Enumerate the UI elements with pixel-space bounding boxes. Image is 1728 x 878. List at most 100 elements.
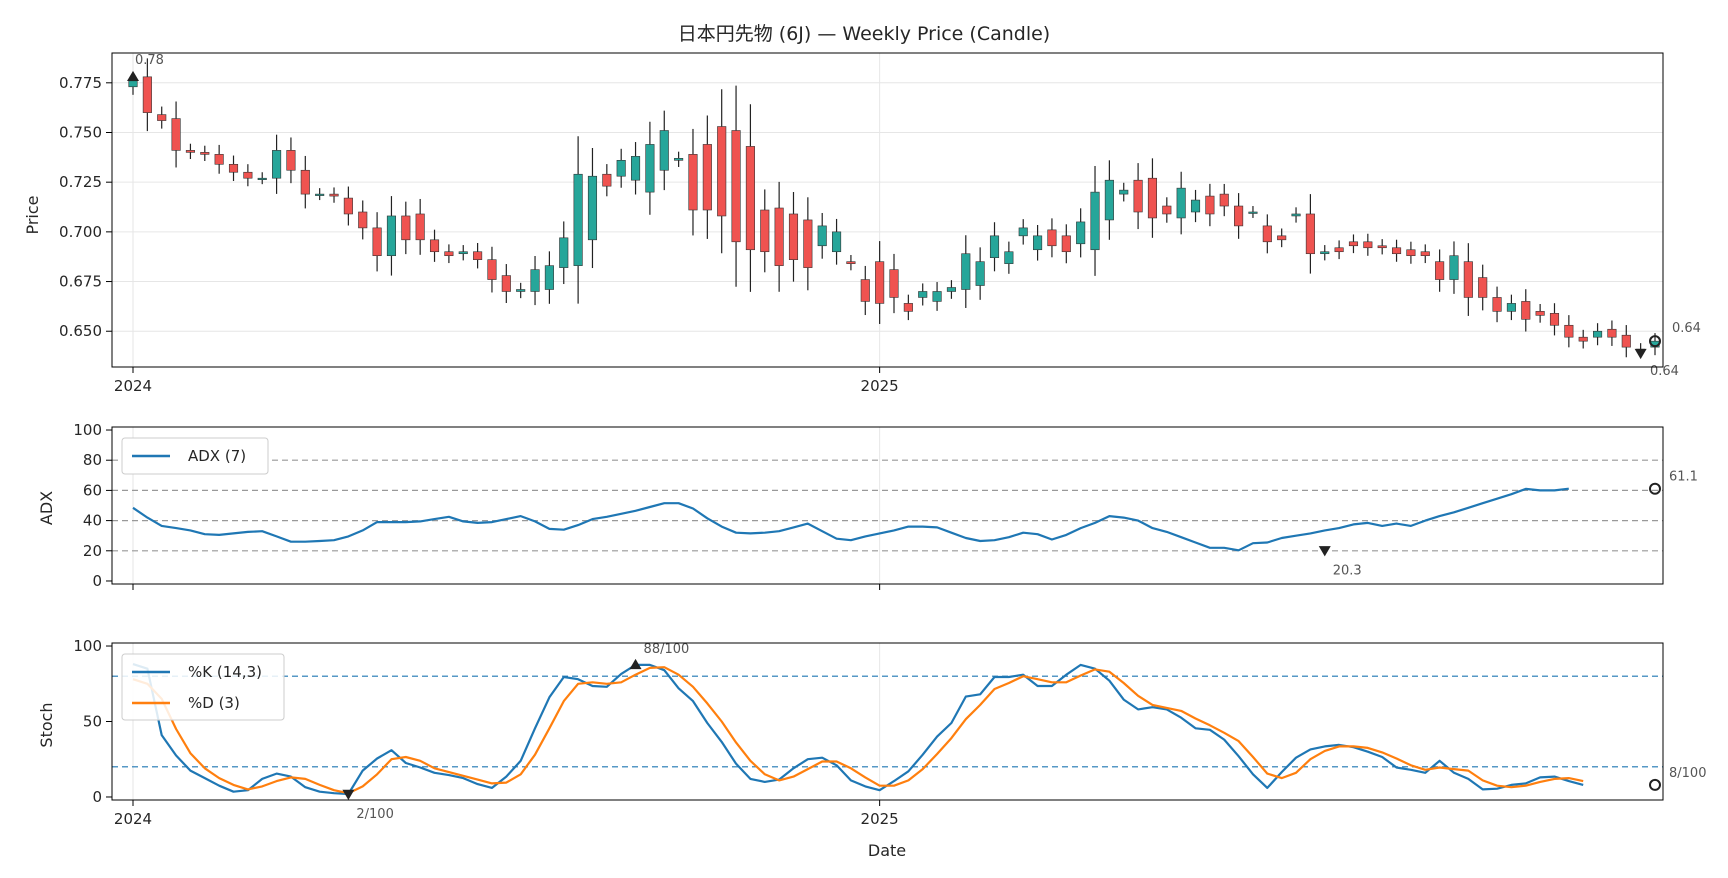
candle — [587, 147, 598, 269]
candle-body — [1478, 277, 1488, 298]
candle-body — [559, 237, 569, 268]
min-marker — [342, 789, 355, 800]
y-tick-label: 0.750 — [59, 123, 102, 141]
y-tick-label: 0 — [92, 572, 102, 590]
price-annotations: 0.78 0.64 0.64 — [127, 53, 1701, 379]
candle-body — [702, 144, 712, 211]
candle-body — [803, 219, 813, 268]
candle-body — [1047, 229, 1057, 247]
candle-body — [1348, 241, 1359, 247]
candle-body — [1004, 251, 1014, 264]
price-low-marker — [1634, 348, 1647, 360]
candle — [171, 101, 181, 168]
candle — [487, 246, 497, 293]
candle-body — [329, 193, 339, 197]
candle-body — [1549, 313, 1560, 326]
adx-y-label: ADX — [37, 491, 56, 525]
candle-body — [630, 156, 641, 181]
candle-body — [1593, 330, 1603, 338]
candle — [860, 265, 870, 316]
adx-panel: 0 20 40 60 80 100 20.3 61.1 ADX (7) ADX — [37, 421, 1698, 590]
candle — [731, 85, 741, 287]
series-line — [132, 487, 1569, 552]
x-axis-label: Date — [868, 841, 906, 860]
candle-body — [1205, 195, 1215, 215]
candle — [745, 104, 755, 292]
candle-body — [573, 173, 583, 266]
stoch-lines — [132, 663, 1584, 796]
candle — [1176, 171, 1186, 235]
y-tick-label: 80 — [83, 451, 102, 469]
candle — [788, 192, 799, 282]
y-tick-label: 0.675 — [59, 273, 102, 291]
candle — [1435, 249, 1445, 292]
candle-body — [1506, 303, 1516, 312]
candle-body — [300, 169, 310, 195]
candle-body — [501, 275, 511, 292]
candle-body — [860, 279, 870, 302]
candle-body — [1277, 235, 1287, 241]
candle — [1076, 208, 1086, 258]
chart-title: 日本円先物 (6J) — Weekly Price (Candle) — [678, 23, 1050, 45]
candle-body — [587, 175, 598, 241]
candle-body — [214, 154, 224, 165]
adx-frame — [111, 426, 1664, 585]
candle — [200, 145, 210, 162]
candle — [1363, 233, 1373, 256]
candle — [889, 253, 899, 314]
candle — [616, 148, 626, 188]
candle — [1320, 245, 1330, 261]
candle — [1406, 241, 1416, 264]
candle-body — [788, 213, 799, 260]
candle — [1277, 228, 1287, 248]
candle-body — [1391, 247, 1402, 255]
adx-lines — [132, 487, 1569, 552]
candle — [1090, 165, 1100, 276]
stoch-legend-d-label: %D (3) — [188, 694, 240, 712]
candle — [1348, 234, 1359, 254]
candle-body — [401, 215, 411, 241]
y-tick-label: 60 — [83, 481, 102, 499]
price-low-label: 0.64 — [1650, 364, 1679, 379]
candle — [1478, 264, 1488, 311]
candle — [674, 151, 684, 167]
candle — [1391, 239, 1402, 262]
price-frame — [111, 52, 1664, 368]
last-marker — [1649, 778, 1661, 791]
candle-body — [903, 303, 913, 312]
candle — [702, 115, 712, 239]
candle-body — [688, 154, 698, 211]
candle — [1104, 160, 1114, 240]
candle-body — [1463, 261, 1473, 298]
candle-body — [846, 261, 856, 264]
price-y-ticks: 0.650 0.675 0.700 0.725 0.750 0.775 — [59, 74, 112, 340]
stoch-legend-k-label: %K (14,3) — [188, 663, 262, 681]
candle-body — [774, 207, 784, 266]
candle — [1578, 329, 1588, 349]
candle — [429, 229, 440, 262]
x-tick-label: 2024 — [114, 377, 152, 395]
candle — [875, 241, 885, 324]
candle — [1061, 224, 1071, 264]
series-line — [132, 663, 1584, 796]
last-marker — [1649, 482, 1661, 495]
candle — [501, 264, 511, 304]
candle-body — [1435, 261, 1445, 280]
price-last-label: 0.64 — [1672, 321, 1701, 336]
candle-body — [1420, 251, 1430, 257]
candle — [903, 294, 913, 321]
candle — [1162, 197, 1172, 223]
candle — [358, 200, 368, 240]
stoch-y-label: Stoch — [37, 702, 56, 747]
candle-body — [1320, 251, 1330, 255]
candle-body — [932, 291, 942, 302]
stoch-x-ticks: 2024 2025 — [114, 800, 899, 828]
candle-body — [1176, 187, 1186, 219]
candle-body — [602, 173, 612, 187]
max-marker — [629, 658, 642, 670]
candle-body — [918, 291, 928, 298]
candle — [243, 164, 253, 187]
candle-body — [1104, 179, 1114, 221]
candle — [343, 186, 353, 226]
candle — [473, 242, 483, 269]
